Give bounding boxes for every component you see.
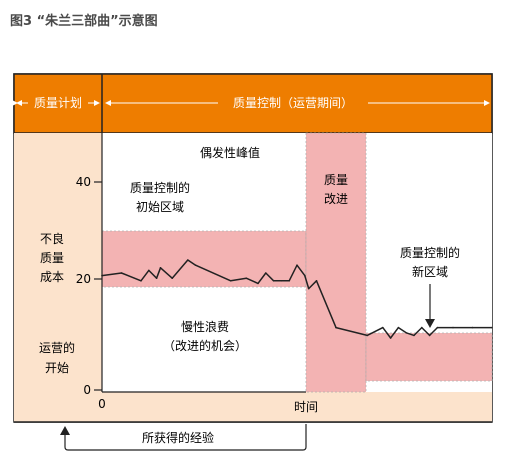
- data-point: [471, 326, 474, 329]
- data-point: [229, 280, 232, 282]
- y-tick-label-20: 20: [76, 272, 91, 286]
- new-zone-label-line-2: 新区域: [412, 264, 448, 279]
- cost-series-points: [101, 259, 493, 339]
- data-point: [335, 326, 337, 329]
- initial-zone-label-line-2: 初始区域: [136, 200, 184, 214]
- y-axis-label-line-2: 质量: [40, 251, 64, 265]
- y-axis-label-line-3: 成本: [40, 270, 64, 284]
- new-zone-band: [365, 332, 493, 382]
- data-point: [265, 272, 267, 274]
- lessons-arrowhead-icon: [60, 426, 70, 435]
- data-point: [421, 326, 423, 329]
- data-point: [405, 332, 408, 334]
- planning-panel: [14, 133, 102, 392]
- new-zone-label-line-1: 质量控制的: [400, 245, 460, 260]
- initial-zone-band: [101, 230, 307, 288]
- data-point: [245, 277, 248, 280]
- new-zone-arrowhead-icon: [425, 319, 435, 328]
- data-point: [155, 277, 158, 280]
- y-tick-label-40: 40: [76, 175, 91, 189]
- data-point: [187, 259, 189, 261]
- data-point: [171, 277, 173, 280]
- waste-label-line-2: （改进的机会）: [163, 338, 247, 353]
- data-point: [436, 326, 439, 329]
- control-label: 质量控制（运营期间）: [233, 96, 353, 110]
- data-point: [159, 267, 162, 269]
- x-axis-label: 时间: [294, 400, 318, 414]
- data-point: [120, 272, 123, 274]
- start-label-line-1: 运营的: [39, 340, 75, 355]
- data-point: [452, 326, 454, 329]
- data-point: [382, 326, 384, 329]
- data-point: [148, 269, 150, 272]
- lessons-arrow-line: [64, 424, 307, 451]
- data-point: [257, 282, 259, 285]
- bottom-panel: [14, 392, 492, 422]
- improvement-column: [305, 132, 367, 393]
- data-point: [101, 274, 103, 277]
- spike-label: 偶发性峰值: [200, 145, 260, 160]
- plan-arrowhead-left-icon: [16, 100, 22, 106]
- data-point: [288, 280, 291, 282]
- improvement-label-line-1: 质量: [324, 173, 348, 187]
- figure-title: 图3 “朱兰三部曲”示意图: [10, 14, 158, 29]
- plan-label: 质量计划: [34, 96, 82, 110]
- y-axis-label-line-1: 不良: [40, 231, 64, 246]
- data-point: [397, 326, 400, 329]
- x-zero-label: 0: [98, 397, 106, 411]
- data-point: [304, 274, 306, 277]
- start-label-line-2: 开始: [45, 361, 69, 375]
- data-point: [296, 264, 298, 267]
- plan-arrowhead-right-icon: [94, 100, 100, 106]
- data-point: [366, 334, 369, 337]
- y-tick-label-0: 0: [83, 383, 91, 397]
- waste-label-line-1: 慢性浪费: [181, 319, 229, 334]
- data-point: [413, 334, 415, 337]
- data-point: [491, 326, 493, 329]
- data-point: [389, 337, 392, 339]
- data-point: [194, 264, 197, 267]
- data-point: [307, 287, 310, 290]
- lessons-label: 所获得的经验: [142, 430, 214, 445]
- control-arrowhead-right-icon: [484, 100, 490, 106]
- improvement-label-line-2: 改进: [324, 192, 348, 206]
- initial-zone-label-line-1: 质量控制的: [130, 180, 190, 195]
- data-point: [280, 280, 283, 282]
- data-point: [428, 334, 431, 337]
- data-point: [140, 280, 142, 282]
- data-point: [272, 280, 275, 282]
- data-point: [315, 280, 318, 282]
